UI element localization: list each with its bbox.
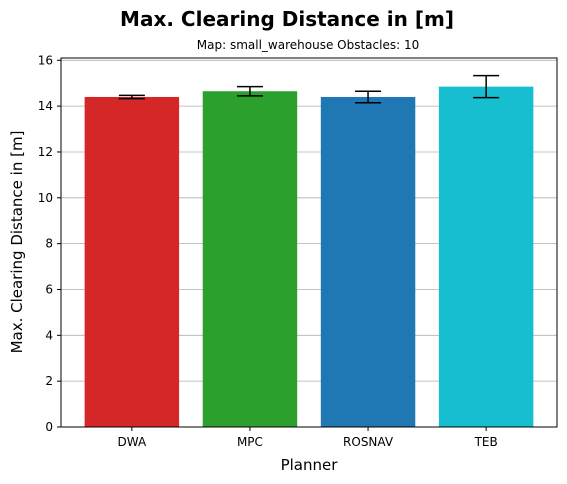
y-tick-label: 16	[38, 53, 53, 67]
chart-subtitle: Map: small_warehouse Obstacles: 10	[197, 38, 419, 52]
bar-mpc	[202, 91, 298, 428]
y-tick-label: 10	[38, 191, 53, 205]
x-tick-label: ROSNAV	[343, 435, 394, 449]
bar-dwa	[84, 96, 180, 427]
bars	[84, 86, 534, 428]
plot-frame	[60, 57, 558, 428]
y-tick-label: 8	[45, 237, 53, 251]
bar-teb	[438, 86, 534, 427]
y-tick-label: 12	[38, 145, 53, 159]
y-axis-ticks: 0 2 4 6 8 10 12 14 16	[38, 53, 61, 434]
bar-rosnav	[320, 96, 416, 427]
y-tick-label: 0	[45, 420, 53, 434]
error-bars	[118, 74, 500, 104]
x-axis-ticks: DWA MPC ROSNAV TEB	[118, 427, 498, 449]
y-tick-label: 6	[45, 282, 53, 296]
y-tick-label: 14	[38, 99, 53, 113]
x-tick-label: MPC	[237, 435, 263, 449]
x-tick-label: TEB	[474, 435, 498, 449]
x-tick-label: DWA	[118, 435, 147, 449]
y-tick-label: 4	[45, 328, 53, 342]
x-axis-label: Planner	[281, 456, 339, 474]
chart-title: Max. Clearing Distance in [m]	[120, 7, 454, 31]
y-tick-label: 2	[45, 374, 53, 388]
y-axis-label: Max. Clearing Distance in [m]	[8, 131, 26, 354]
